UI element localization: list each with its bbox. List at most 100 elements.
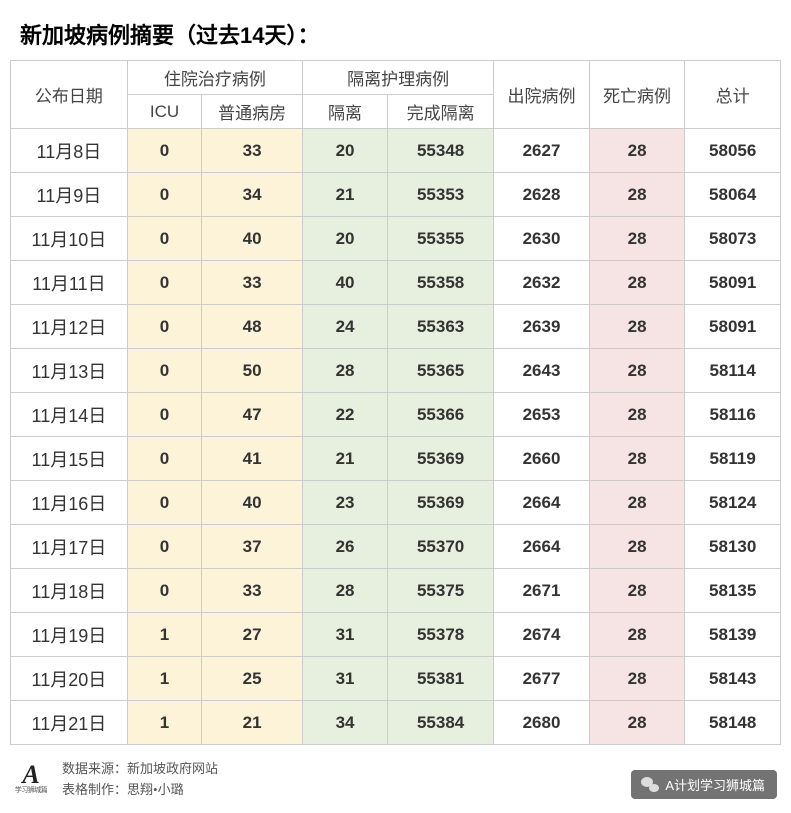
table-row: 11月20日125315538126772858143 bbox=[11, 657, 781, 701]
cell-isolation: 23 bbox=[303, 481, 388, 525]
cell-deaths: 28 bbox=[589, 393, 685, 437]
col-isolation-group: 隔离护理病例 bbox=[303, 61, 494, 95]
cell-total: 58073 bbox=[685, 217, 781, 261]
footer-text: 数据来源：新加坡政府网站 表格制作：思翔•小璐 bbox=[62, 759, 218, 801]
wechat-icon bbox=[641, 777, 659, 792]
logo-icon: A 学习狮城篇 bbox=[10, 759, 52, 801]
table-row: 11月13日050285536526432858114 bbox=[11, 349, 781, 393]
wechat-badge: A计划学习狮城篇 bbox=[631, 770, 777, 799]
cell-date: 11月18日 bbox=[11, 569, 128, 613]
cell-deaths: 28 bbox=[589, 569, 685, 613]
cell-icu: 0 bbox=[127, 569, 201, 613]
maker-value: 思翔•小璐 bbox=[127, 782, 184, 797]
cell-discharged: 2632 bbox=[494, 261, 590, 305]
cell-ward: 34 bbox=[202, 173, 303, 217]
cell-icu: 0 bbox=[127, 217, 201, 261]
cell-isolation: 31 bbox=[303, 613, 388, 657]
cell-isolation-done: 55370 bbox=[388, 525, 494, 569]
col-total-header: 总计 bbox=[685, 61, 781, 129]
cell-isolation-done: 55353 bbox=[388, 173, 494, 217]
cell-discharged: 2660 bbox=[494, 437, 590, 481]
cell-icu: 1 bbox=[127, 701, 201, 745]
badge-text: A计划学习狮城篇 bbox=[665, 775, 765, 794]
cell-deaths: 28 bbox=[589, 525, 685, 569]
cell-icu: 0 bbox=[127, 349, 201, 393]
cell-date: 11月12日 bbox=[11, 305, 128, 349]
cell-icu: 1 bbox=[127, 657, 201, 701]
cell-icu: 0 bbox=[127, 173, 201, 217]
cell-icu: 1 bbox=[127, 613, 201, 657]
table-header: 公布日期 住院治疗病例 隔离护理病例 出院病例 死亡病例 总计 ICU 普通病房… bbox=[11, 61, 781, 129]
cell-discharged: 2643 bbox=[494, 349, 590, 393]
cell-isolation: 28 bbox=[303, 349, 388, 393]
cell-total: 58114 bbox=[685, 349, 781, 393]
cell-date: 11月15日 bbox=[11, 437, 128, 481]
cell-isolation-done: 55375 bbox=[388, 569, 494, 613]
col-isolation-header: 隔离 bbox=[303, 95, 388, 129]
cell-date: 11月8日 bbox=[11, 129, 128, 173]
cell-ward: 25 bbox=[202, 657, 303, 701]
cell-deaths: 28 bbox=[589, 349, 685, 393]
cell-isolation: 21 bbox=[303, 173, 388, 217]
table-row: 11月8日033205534826272858056 bbox=[11, 129, 781, 173]
cell-date: 11月21日 bbox=[11, 701, 128, 745]
cell-total: 58091 bbox=[685, 305, 781, 349]
cell-date: 11月10日 bbox=[11, 217, 128, 261]
cell-isolation-done: 55358 bbox=[388, 261, 494, 305]
cell-discharged: 2628 bbox=[494, 173, 590, 217]
cell-ward: 33 bbox=[202, 261, 303, 305]
cell-total: 58091 bbox=[685, 261, 781, 305]
cell-total: 58064 bbox=[685, 173, 781, 217]
cell-icu: 0 bbox=[127, 437, 201, 481]
cell-ward: 47 bbox=[202, 393, 303, 437]
cell-discharged: 2627 bbox=[494, 129, 590, 173]
cell-deaths: 28 bbox=[589, 437, 685, 481]
cell-total: 58143 bbox=[685, 657, 781, 701]
cell-total: 58130 bbox=[685, 525, 781, 569]
table-row: 11月17日037265537026642858130 bbox=[11, 525, 781, 569]
table-row: 11月18日033285537526712858135 bbox=[11, 569, 781, 613]
table-row: 11月15日041215536926602858119 bbox=[11, 437, 781, 481]
cell-isolation: 40 bbox=[303, 261, 388, 305]
cell-date: 11月11日 bbox=[11, 261, 128, 305]
table-row: 11月14日047225536626532858116 bbox=[11, 393, 781, 437]
page-title: 新加坡病例摘要（过去14天）： bbox=[0, 0, 791, 60]
cell-deaths: 28 bbox=[589, 217, 685, 261]
table-row: 11月16日040235536926642858124 bbox=[11, 481, 781, 525]
cell-isolation: 21 bbox=[303, 437, 388, 481]
cell-ward: 40 bbox=[202, 481, 303, 525]
table-row: 11月9日034215535326282858064 bbox=[11, 173, 781, 217]
cell-ward: 40 bbox=[202, 217, 303, 261]
cell-icu: 0 bbox=[127, 481, 201, 525]
cell-isolation-done: 55384 bbox=[388, 701, 494, 745]
cell-discharged: 2639 bbox=[494, 305, 590, 349]
cell-discharged: 2664 bbox=[494, 525, 590, 569]
cell-ward: 48 bbox=[202, 305, 303, 349]
cell-isolation-done: 55363 bbox=[388, 305, 494, 349]
cell-isolation-done: 55348 bbox=[388, 129, 494, 173]
source-value: 新加坡政府网站 bbox=[127, 761, 218, 776]
cell-total: 58056 bbox=[685, 129, 781, 173]
cell-isolation-done: 55366 bbox=[388, 393, 494, 437]
cell-total: 58139 bbox=[685, 613, 781, 657]
cell-ward: 21 bbox=[202, 701, 303, 745]
cell-ward: 41 bbox=[202, 437, 303, 481]
cell-isolation-done: 55381 bbox=[388, 657, 494, 701]
cell-date: 11月19日 bbox=[11, 613, 128, 657]
col-isolation-done-header: 完成隔离 bbox=[388, 95, 494, 129]
cell-date: 11月13日 bbox=[11, 349, 128, 393]
col-icu-header: ICU bbox=[127, 95, 201, 129]
cell-deaths: 28 bbox=[589, 701, 685, 745]
col-deaths-header: 死亡病例 bbox=[589, 61, 685, 129]
cases-table: 公布日期 住院治疗病例 隔离护理病例 出院病例 死亡病例 总计 ICU 普通病房… bbox=[10, 60, 781, 745]
cell-isolation: 20 bbox=[303, 217, 388, 261]
col-date-header: 公布日期 bbox=[11, 61, 128, 129]
cell-ward: 33 bbox=[202, 129, 303, 173]
table-card: 新加坡病例摘要（过去14天）： 公布日期 住院治疗病例 隔离护理病例 出院病例 … bbox=[0, 0, 791, 813]
table-row: 11月21日121345538426802858148 bbox=[11, 701, 781, 745]
cell-ward: 27 bbox=[202, 613, 303, 657]
col-hospitalized-group: 住院治疗病例 bbox=[127, 61, 302, 95]
cell-discharged: 2664 bbox=[494, 481, 590, 525]
cell-isolation: 24 bbox=[303, 305, 388, 349]
cell-date: 11月16日 bbox=[11, 481, 128, 525]
